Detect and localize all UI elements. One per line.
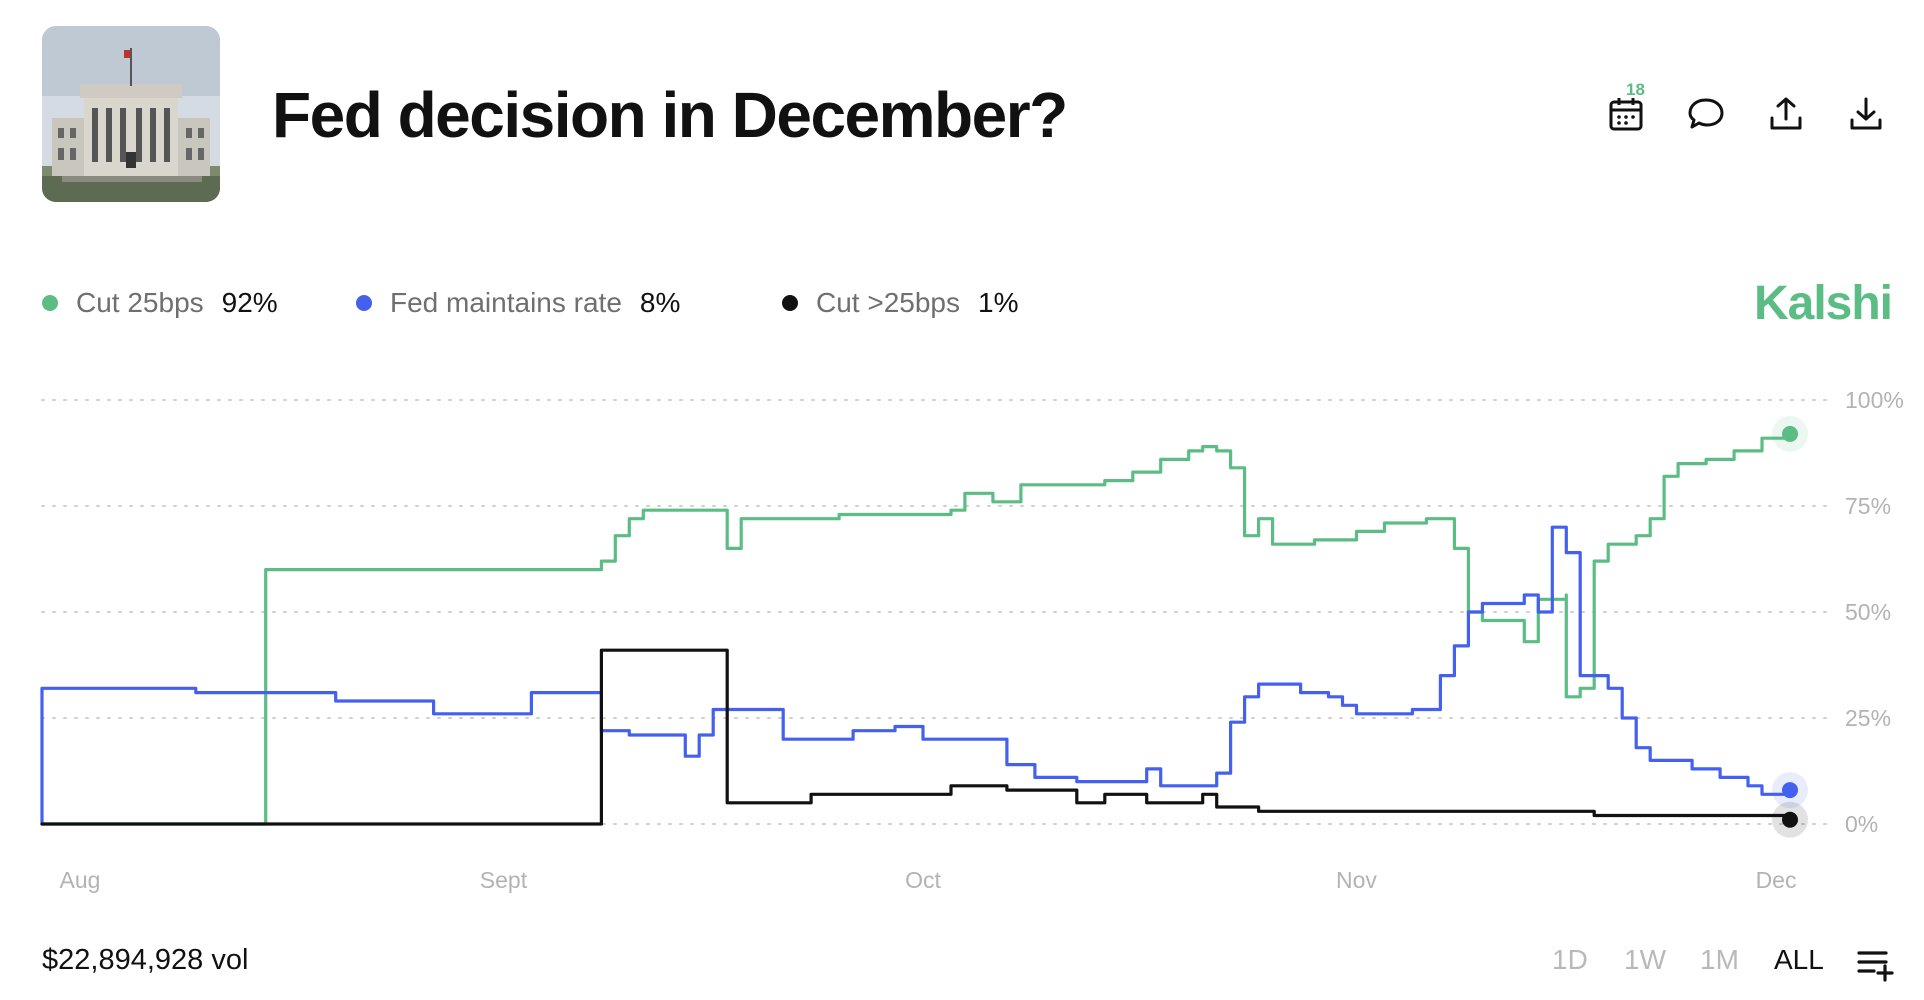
legend-name: Cut 25bps bbox=[76, 287, 204, 318]
series-line-0 bbox=[40, 432, 1792, 826]
market-thumbnail bbox=[42, 26, 220, 202]
share-button[interactable] bbox=[1760, 88, 1812, 140]
legend-item-fed-maintains-rate[interactable]: Fed maintains rate 8% bbox=[356, 285, 680, 321]
x-tick-label: Oct bbox=[905, 867, 941, 893]
y-tick-label: 25% bbox=[1845, 705, 1891, 731]
legend-name: Fed maintains rate bbox=[390, 287, 622, 318]
calendar-button[interactable] bbox=[1600, 88, 1652, 140]
series-end-point bbox=[1782, 811, 1798, 828]
y-tick-label: 100% bbox=[1845, 387, 1904, 413]
legend-dot bbox=[782, 295, 798, 311]
share-icon bbox=[1770, 97, 1802, 130]
series-line-1 bbox=[40, 525, 1792, 826]
legend-item-cut-25bps[interactable]: Cut 25bps 92% bbox=[42, 285, 278, 321]
range-1w-button[interactable]: 1W bbox=[1624, 944, 1666, 975]
comment-icon bbox=[1688, 98, 1724, 129]
legend-value: 1% bbox=[978, 287, 1019, 318]
range-1m-button[interactable]: 1M bbox=[1700, 944, 1739, 975]
legend-dot bbox=[42, 295, 58, 311]
calendar-icon bbox=[1609, 98, 1643, 131]
kalshi-logo[interactable]: Kalshi bbox=[1753, 277, 1893, 330]
y-tick-label: 0% bbox=[1845, 811, 1878, 837]
download-icon bbox=[1850, 97, 1882, 130]
x-tick-label: Sept bbox=[480, 867, 528, 893]
legend-name: Cut >25bps bbox=[816, 287, 960, 318]
list-add-icon[interactable] bbox=[1856, 946, 1896, 982]
legend-value: 92% bbox=[221, 287, 278, 318]
price-chart[interactable]: 100% 75% 50% 25% 0% Aug Sept Oct Nov Dec bbox=[0, 380, 1924, 900]
series-end-point bbox=[1782, 782, 1798, 799]
range-1d-button[interactable]: 1D bbox=[1552, 944, 1588, 975]
calendar-badge: 18 bbox=[1626, 80, 1645, 99]
legend-item-cut-over-25bps[interactable]: Cut >25bps 1% bbox=[782, 285, 1018, 321]
x-tick-label: Dec bbox=[1756, 867, 1797, 893]
federal-reserve-building-image bbox=[42, 26, 220, 202]
download-button[interactable] bbox=[1840, 88, 1892, 140]
legend-dot bbox=[356, 295, 372, 311]
x-tick-label: Nov bbox=[1336, 867, 1377, 893]
y-tick-label: 75% bbox=[1845, 493, 1891, 519]
y-tick-label: 50% bbox=[1845, 599, 1891, 625]
chart-svg: 100% 75% 50% 25% 0% Aug Sept Oct Nov Dec bbox=[40, 387, 1904, 893]
volume-label: $22,894,928 vol bbox=[42, 944, 249, 976]
range-all-button[interactable]: ALL bbox=[1774, 944, 1824, 975]
series-end-point bbox=[1782, 425, 1798, 442]
comment-button[interactable] bbox=[1680, 88, 1732, 140]
legend-value: 8% bbox=[639, 287, 681, 318]
page-title: Fed decision in December? bbox=[272, 79, 1068, 151]
series-line-2 bbox=[40, 648, 1792, 826]
x-tick-label: Aug bbox=[60, 867, 101, 893]
